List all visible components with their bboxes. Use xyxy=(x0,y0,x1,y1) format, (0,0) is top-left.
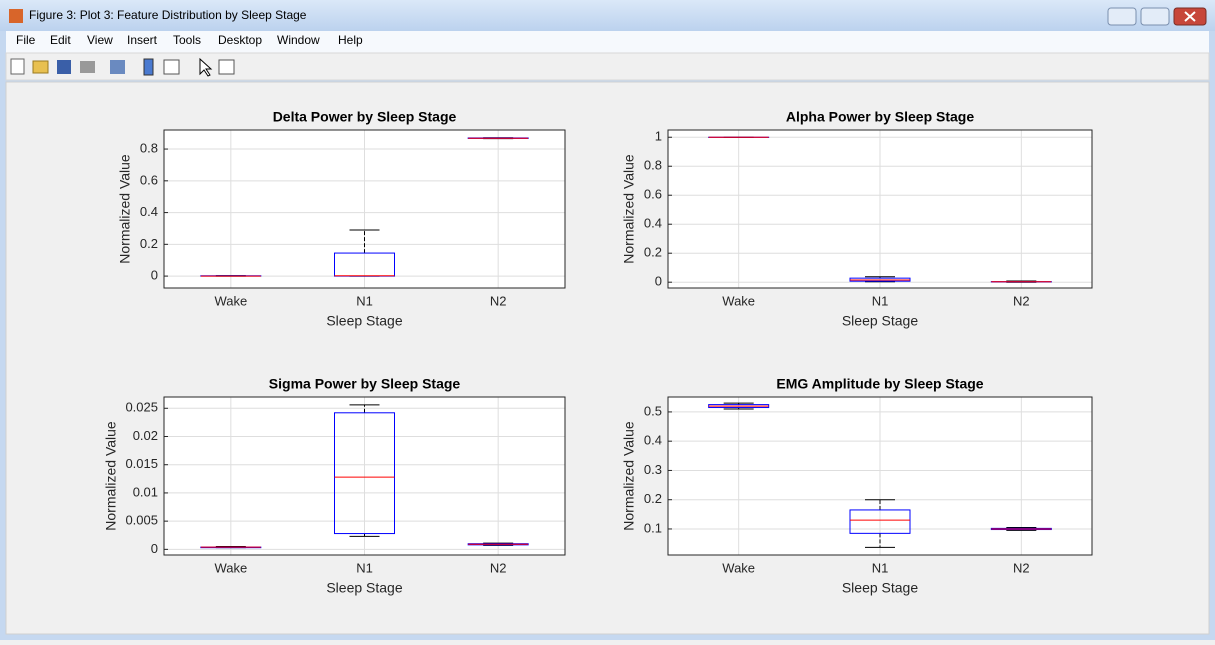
x-axis-label: Sleep Stage xyxy=(842,580,918,596)
print-icon[interactable] xyxy=(80,61,95,73)
menu-item[interactable]: Insert xyxy=(127,33,158,47)
x-tick-label: N2 xyxy=(1013,293,1030,308)
x-tick-label: N1 xyxy=(872,560,889,575)
toolbar-icons xyxy=(11,59,234,76)
app-icon xyxy=(9,9,23,23)
y-tick-label: 0.3 xyxy=(644,462,662,477)
menu-item[interactable]: File xyxy=(16,33,36,47)
y-tick-label: 0 xyxy=(151,268,158,283)
y-tick-label: 0.01 xyxy=(133,484,158,499)
x-axis-label: Sleep Stage xyxy=(326,580,402,596)
menu-item[interactable]: Tools xyxy=(173,33,201,47)
x-tick-label: N2 xyxy=(490,293,507,308)
y-tick-label: 0.2 xyxy=(644,245,662,260)
y-tick-label: 0.025 xyxy=(125,400,158,415)
minimize-button[interactable] xyxy=(1108,8,1136,25)
x-tick-label: Wake xyxy=(214,560,247,575)
window-title: Figure 3: Plot 3: Feature Distribution b… xyxy=(29,8,307,22)
chart-title: Sigma Power by Sleep Stage xyxy=(269,376,461,392)
x-tick-label: N1 xyxy=(356,560,373,575)
y-tick-label: 0.8 xyxy=(140,140,158,155)
x-axis-label: Sleep Stage xyxy=(326,313,402,329)
maximize-button[interactable] xyxy=(1141,8,1169,25)
y-tick-label: 0 xyxy=(151,541,158,556)
y-tick-label: 0.015 xyxy=(125,456,158,471)
y-tick-label: 0 xyxy=(655,274,662,289)
y-tick-label: 0.4 xyxy=(140,204,158,219)
y-axis-label: Normalized Value xyxy=(621,154,637,264)
new-icon[interactable] xyxy=(11,59,24,74)
y-tick-label: 0.4 xyxy=(644,216,662,231)
y-tick-label: 0.8 xyxy=(644,158,662,173)
y-axis-label: Normalized Value xyxy=(103,421,119,531)
y-tick-label: 0.2 xyxy=(644,491,662,506)
save-icon[interactable] xyxy=(57,60,71,74)
y-tick-label: 1 xyxy=(655,129,662,144)
menu-item[interactable]: Desktop xyxy=(218,33,262,47)
x-tick-label: N1 xyxy=(872,293,889,308)
menu-item[interactable]: Edit xyxy=(50,33,71,47)
y-tick-label: 0.4 xyxy=(644,433,662,448)
chart-title: Delta Power by Sleep Stage xyxy=(273,109,457,125)
x-tick-label: N1 xyxy=(356,293,373,308)
open-icon[interactable] xyxy=(33,61,48,73)
y-tick-label: 0.5 xyxy=(644,403,662,418)
colorbar-icon[interactable] xyxy=(144,59,153,75)
x-tick-label: N2 xyxy=(490,560,507,575)
menu-item[interactable]: Help xyxy=(338,33,363,47)
x-tick-label: Wake xyxy=(722,560,755,575)
chart-title: EMG Amplitude by Sleep Stage xyxy=(776,376,983,392)
y-tick-label: 0.2 xyxy=(140,236,158,251)
y-axis-label: Normalized Value xyxy=(117,154,133,264)
x-axis-label: Sleep Stage xyxy=(842,313,918,329)
y-tick-label: 0.6 xyxy=(644,187,662,202)
menu-item[interactable]: Window xyxy=(277,33,320,47)
y-tick-label: 0.005 xyxy=(125,513,158,528)
menu-item[interactable]: View xyxy=(87,33,113,47)
legend-icon[interactable] xyxy=(164,60,179,74)
y-tick-label: 0.02 xyxy=(133,428,158,443)
toolbar xyxy=(6,53,1209,80)
y-tick-label: 0.6 xyxy=(140,172,158,187)
plot-browser-icon[interactable] xyxy=(219,60,234,74)
chart-title: Alpha Power by Sleep Stage xyxy=(786,109,974,125)
link-icon[interactable] xyxy=(110,60,125,74)
x-tick-label: Wake xyxy=(722,293,755,308)
y-axis-label: Normalized Value xyxy=(621,421,637,531)
x-tick-label: Wake xyxy=(214,293,247,308)
x-tick-label: N2 xyxy=(1013,560,1030,575)
y-tick-label: 0.1 xyxy=(644,520,662,535)
